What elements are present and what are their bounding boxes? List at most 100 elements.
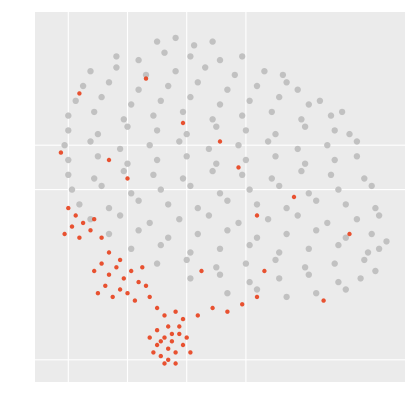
point <box>153 38 161 45</box>
point <box>342 286 349 293</box>
point <box>91 175 98 182</box>
point <box>166 357 171 362</box>
point <box>236 165 241 170</box>
point <box>216 245 224 252</box>
point <box>162 361 167 366</box>
point <box>276 93 283 101</box>
point <box>213 160 220 167</box>
point <box>235 219 242 227</box>
point <box>272 130 279 138</box>
point <box>173 350 178 355</box>
point <box>353 216 361 223</box>
point <box>383 238 390 245</box>
point <box>335 241 342 249</box>
point <box>113 64 120 71</box>
point <box>110 294 115 300</box>
point <box>87 68 94 75</box>
point <box>125 291 130 296</box>
point <box>128 101 135 108</box>
point <box>147 294 152 300</box>
point <box>121 276 127 281</box>
point <box>357 275 364 282</box>
point <box>106 157 112 163</box>
point <box>154 328 160 333</box>
point <box>202 64 209 71</box>
point <box>313 227 320 234</box>
point <box>254 294 260 300</box>
point <box>114 265 119 270</box>
point <box>184 335 189 340</box>
point <box>283 293 290 301</box>
point <box>342 234 349 241</box>
point <box>173 361 178 366</box>
point <box>346 130 353 138</box>
point <box>154 342 160 348</box>
point <box>321 298 326 303</box>
point <box>240 302 245 307</box>
point <box>76 201 83 208</box>
point <box>298 167 305 175</box>
point <box>116 145 124 153</box>
point <box>165 234 172 241</box>
point <box>324 142 331 149</box>
point <box>316 97 324 105</box>
point <box>195 313 200 318</box>
point <box>147 335 152 340</box>
point <box>335 186 342 193</box>
point <box>279 71 287 79</box>
point <box>187 53 194 60</box>
point <box>301 160 309 167</box>
point <box>65 112 72 119</box>
point <box>283 79 290 86</box>
point <box>77 235 82 240</box>
point <box>301 264 309 271</box>
point <box>98 93 105 101</box>
point <box>375 245 383 252</box>
point <box>276 275 283 282</box>
point <box>66 205 71 211</box>
point <box>338 108 346 116</box>
point <box>254 213 260 218</box>
point <box>117 287 123 292</box>
point <box>276 249 283 256</box>
point <box>298 116 305 123</box>
point <box>99 261 104 266</box>
point <box>194 79 201 86</box>
point <box>224 290 231 297</box>
point <box>180 342 186 348</box>
point <box>177 331 182 337</box>
point <box>235 142 242 149</box>
point <box>246 241 253 249</box>
point <box>94 153 102 160</box>
point <box>242 127 250 134</box>
point <box>209 116 216 123</box>
point <box>146 219 153 227</box>
points <box>58 34 390 366</box>
point <box>158 339 163 344</box>
point <box>125 176 130 181</box>
point <box>116 212 124 219</box>
point <box>272 153 279 160</box>
point <box>253 82 261 90</box>
point <box>242 156 250 164</box>
point <box>158 353 163 359</box>
point <box>154 305 160 311</box>
point <box>99 235 104 240</box>
point <box>216 190 224 197</box>
point <box>180 316 186 322</box>
point <box>205 145 213 153</box>
point <box>305 101 312 108</box>
point <box>199 268 204 274</box>
point <box>372 204 379 212</box>
point <box>62 231 67 237</box>
point <box>224 86 231 93</box>
point <box>209 38 216 45</box>
point <box>65 171 72 178</box>
point <box>68 186 76 193</box>
point <box>150 112 157 119</box>
point <box>361 256 368 264</box>
point <box>162 313 167 318</box>
point <box>216 56 224 64</box>
point <box>294 86 301 93</box>
point <box>161 49 168 56</box>
